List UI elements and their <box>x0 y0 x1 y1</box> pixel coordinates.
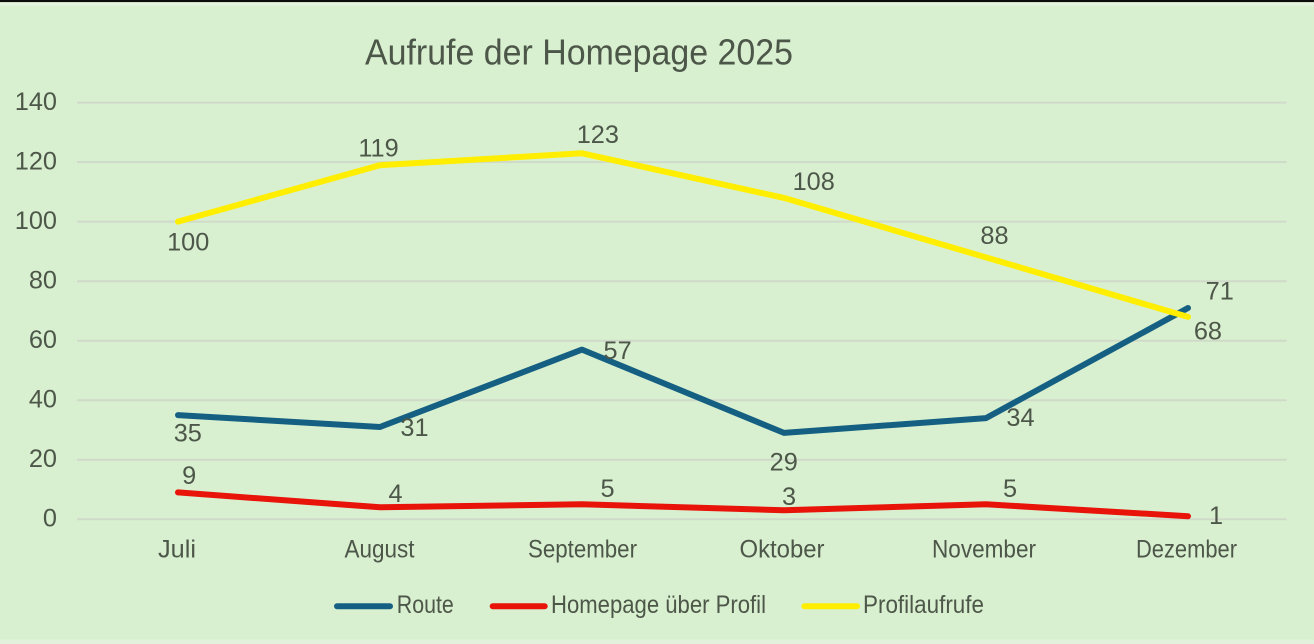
svg-text:1: 1 <box>1209 502 1223 530</box>
svg-text:0: 0 <box>43 505 57 533</box>
svg-text:68: 68 <box>1194 318 1222 346</box>
svg-text:Homepage über Profil: Homepage über Profil <box>551 591 766 619</box>
svg-text:5: 5 <box>1003 475 1017 503</box>
svg-text:100: 100 <box>167 228 209 256</box>
svg-text:Juli: Juli <box>158 535 196 563</box>
svg-text:Oktober: Oktober <box>740 535 825 563</box>
svg-text:80: 80 <box>29 267 57 295</box>
svg-text:123: 123 <box>577 121 619 149</box>
svg-text:57: 57 <box>604 337 632 365</box>
svg-text:3: 3 <box>782 483 796 511</box>
svg-text:Route: Route <box>397 591 454 619</box>
svg-text:100: 100 <box>15 207 57 235</box>
svg-text:120: 120 <box>15 148 57 176</box>
svg-text:35: 35 <box>174 419 202 447</box>
svg-text:20: 20 <box>29 445 57 473</box>
svg-text:September: September <box>528 535 637 563</box>
svg-text:5: 5 <box>600 475 614 503</box>
svg-text:108: 108 <box>793 168 835 196</box>
svg-text:November: November <box>932 535 1036 563</box>
svg-text:29: 29 <box>770 448 798 476</box>
svg-text:Dezember: Dezember <box>1136 535 1237 563</box>
svg-text:88: 88 <box>980 222 1008 250</box>
svg-text:31: 31 <box>400 414 428 442</box>
svg-text:August: August <box>345 535 415 563</box>
svg-text:119: 119 <box>358 135 398 163</box>
svg-text:34: 34 <box>1006 404 1034 432</box>
svg-text:60: 60 <box>29 326 57 354</box>
svg-text:71: 71 <box>1206 278 1234 306</box>
svg-text:40: 40 <box>29 386 57 414</box>
svg-text:4: 4 <box>388 480 402 508</box>
svg-text:9: 9 <box>182 462 196 490</box>
svg-text:Aufrufe der Homepage 2025: Aufrufe der Homepage 2025 <box>365 32 793 73</box>
svg-text:140: 140 <box>15 88 57 116</box>
svg-text:Profilaufrufe: Profilaufrufe <box>863 591 984 619</box>
